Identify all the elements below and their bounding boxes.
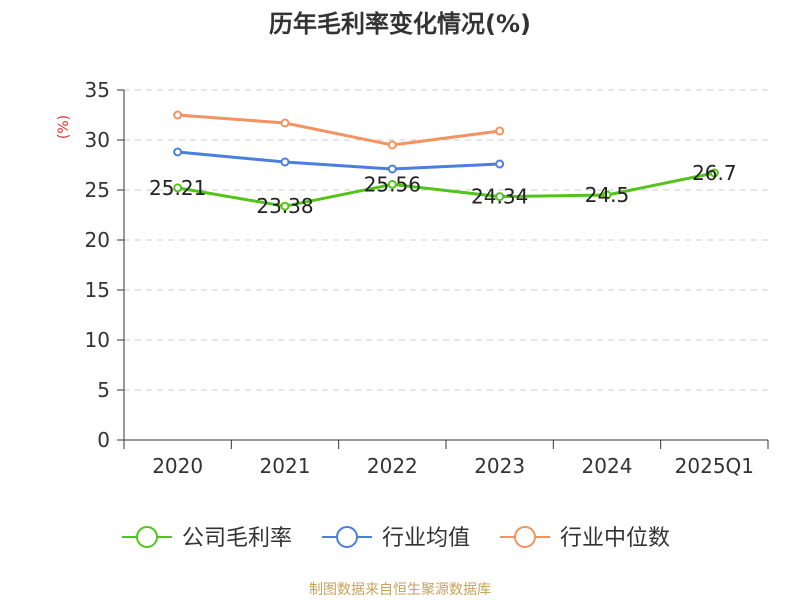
data-point (280, 118, 290, 128)
data-label: 23.38 (256, 194, 313, 218)
source-note: 制图数据来自恒生聚源数据库 (309, 582, 491, 598)
data-point (495, 192, 505, 202)
x-tick-label: 2024 (582, 454, 633, 478)
x-tick-label: 2021 (260, 454, 311, 478)
y-tick-label: 30 (85, 128, 110, 152)
y-tick-label: 10 (85, 328, 110, 352)
legend-label: 公司毛利率 (182, 526, 292, 551)
series-layer: 25.21 23.38 25.56 24.34 24.5 26.7 (149, 110, 737, 218)
data-point (387, 164, 397, 174)
legend-label: 行业均值 (382, 526, 470, 551)
y-tick-label: 15 (85, 278, 110, 302)
data-label: 24.5 (585, 183, 630, 207)
data-point (495, 126, 505, 136)
series-line (176, 113, 502, 147)
y-tick-label: 20 (85, 228, 110, 252)
data-point (280, 201, 290, 211)
x-tick-label: 2022 (367, 454, 418, 478)
x-tick-label: 2025Q1 (675, 454, 754, 478)
x-tick-label: 2020 (152, 454, 203, 478)
data-point (602, 190, 612, 200)
data-point (173, 183, 183, 193)
series-line (176, 150, 502, 171)
x-tick-label: 2023 (474, 454, 525, 478)
data-point (387, 179, 397, 189)
gridlines (124, 89, 768, 391)
series-0 (173, 168, 719, 211)
axes: 0 5 10 15 20 25 30 35 2020 2021 2022 2023 2024 2025Q1 (85, 78, 769, 478)
legend-marker (336, 526, 358, 548)
legend-item: 公司毛利率 (122, 526, 292, 551)
data-label: 24.34 (471, 185, 528, 209)
legend-item: 行业均值 (322, 526, 470, 551)
data-label: 26.7 (692, 161, 737, 185)
legend-label: 行业中位数 (560, 526, 670, 551)
legend-marker (136, 526, 158, 548)
chart-title: 历年毛利率变化情况(%) (269, 10, 531, 38)
series-1 (173, 147, 505, 174)
data-label: 25.21 (149, 176, 206, 200)
series-line (176, 171, 716, 208)
data-point (709, 168, 719, 178)
data-point (173, 110, 183, 120)
legend-marker (514, 526, 536, 548)
y-tick-label: 0 (97, 428, 110, 452)
data-point (280, 157, 290, 167)
data-point (495, 159, 505, 169)
legend-item: 行业中位数 (500, 526, 670, 551)
data-label: 25.56 (364, 172, 421, 196)
y-tick-label: 25 (85, 178, 110, 202)
y-axis-label: (%) (56, 115, 72, 139)
data-labels: 25.21 23.38 25.56 24.34 24.5 26.7 (149, 161, 737, 218)
data-point (173, 147, 183, 157)
data-point (387, 140, 397, 150)
y-tick-label: 35 (85, 78, 110, 102)
series-2 (173, 110, 505, 150)
legend: 公司毛利率 行业均值 行业中位数 (122, 526, 670, 551)
y-tick-label: 5 (97, 378, 110, 402)
